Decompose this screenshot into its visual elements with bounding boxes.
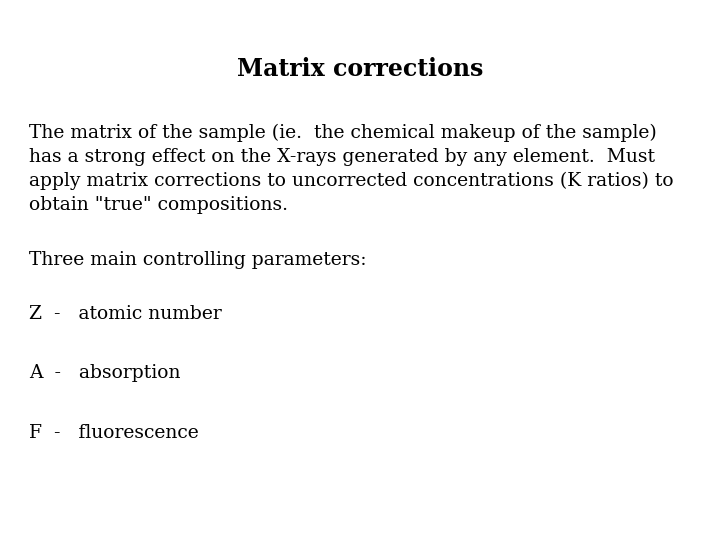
Text: Three main controlling parameters:: Three main controlling parameters: (29, 251, 366, 269)
Text: F  -   fluorescence: F - fluorescence (29, 424, 199, 442)
Text: A  -   absorption: A - absorption (29, 364, 180, 382)
Text: Matrix corrections: Matrix corrections (237, 57, 483, 80)
Text: Z  -   atomic number: Z - atomic number (29, 305, 222, 323)
Text: The matrix of the sample (ie.  the chemical makeup of the sample)
has a strong e: The matrix of the sample (ie. the chemic… (29, 124, 673, 214)
